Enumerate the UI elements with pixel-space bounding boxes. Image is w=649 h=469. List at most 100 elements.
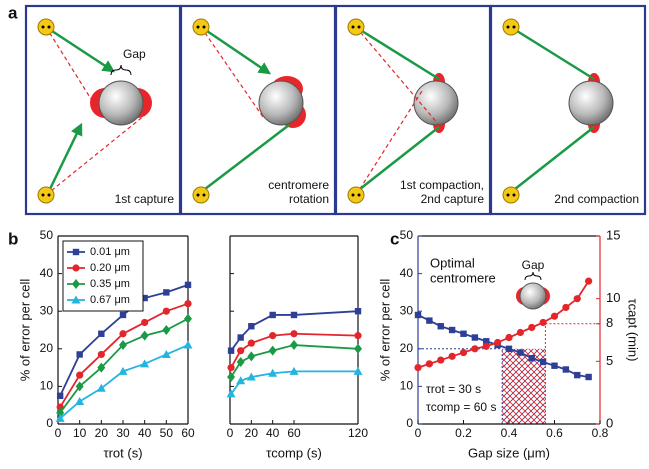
marker: [471, 334, 479, 341]
marker: [119, 340, 127, 351]
microtubule: [204, 124, 290, 190]
marker: [119, 330, 127, 338]
y2-axis-label: τcapt (min): [626, 299, 641, 362]
marker: [163, 289, 170, 296]
y-tick-label: 50: [400, 228, 414, 242]
marker: [448, 326, 456, 334]
y-tick-label: 20: [40, 341, 54, 355]
marker: [268, 368, 278, 377]
series-line: [417, 314, 589, 378]
gap-brace: [524, 271, 542, 281]
marker: [585, 277, 593, 285]
marker: [237, 347, 245, 355]
x-tick-label: 0.8: [592, 426, 609, 440]
y2-tick-label: 0: [606, 415, 613, 430]
dashed-line: [45, 114, 146, 196]
icon-eye: [351, 193, 355, 197]
y-axis-label: % of error per cell: [17, 279, 32, 382]
marker: [226, 389, 236, 398]
box-caption: 2nd capture: [421, 192, 485, 206]
marker: [448, 352, 456, 360]
icon-eye: [41, 25, 45, 29]
x-tick-label: 0.4: [501, 426, 518, 440]
y-tick-label: 30: [400, 303, 414, 317]
dashed-line: [200, 26, 264, 118]
y2-tick-label: 5: [606, 353, 613, 368]
centromere-sphere: [519, 282, 547, 310]
marker: [247, 339, 255, 347]
icon-eye: [357, 25, 361, 29]
marker: [227, 364, 235, 372]
marker: [236, 356, 245, 367]
centromere-sphere: [568, 80, 614, 126]
marker: [162, 307, 170, 315]
marker: [550, 312, 559, 320]
y-tick-label: 0: [46, 416, 53, 430]
icon-eye: [506, 25, 510, 29]
marker: [269, 311, 276, 319]
x-tick-label: 0.2: [455, 426, 472, 440]
gap-brace: [110, 64, 132, 76]
x-tick-label: 50: [160, 426, 174, 440]
dashed-line: [45, 26, 102, 116]
marker: [437, 323, 444, 330]
y-tick-label: 10: [400, 379, 414, 393]
marker: [585, 373, 592, 381]
hatched-region: [502, 348, 546, 424]
icon-eye: [47, 25, 51, 29]
box-caption: 1st capture: [115, 192, 175, 206]
x-tick-label: 60: [181, 426, 195, 440]
marker: [141, 318, 149, 327]
legend-marker: [71, 295, 81, 304]
marker: [482, 342, 490, 350]
kinetochore-icon: [347, 186, 365, 204]
marker: [414, 311, 422, 319]
annotation: τrot = 30 s: [426, 382, 481, 396]
marker: [75, 381, 84, 392]
marker: [460, 330, 467, 337]
marker: [227, 347, 235, 354]
marker: [119, 311, 127, 319]
x-tick-label: 20: [95, 426, 109, 440]
marker: [290, 311, 298, 319]
marker: [140, 359, 150, 368]
series-line: [230, 332, 359, 369]
marker: [562, 366, 570, 373]
box-caption: 2nd compaction: [554, 192, 639, 206]
marker: [289, 366, 299, 375]
icon-eye: [202, 193, 206, 197]
microtubule-arrow: [48, 122, 83, 190]
marker: [354, 332, 362, 340]
x-tick-label: 0: [227, 426, 234, 440]
microtubule-arrow: [206, 29, 272, 75]
kinetochore-icon: [192, 18, 210, 36]
marker: [354, 308, 362, 315]
marker: [97, 350, 105, 359]
kinetochore-icon: [192, 186, 210, 204]
gap-label: Gap: [123, 47, 146, 61]
x-tick-label: 10: [73, 426, 87, 440]
marker: [268, 345, 277, 356]
legend-marker: [72, 279, 80, 289]
x-axis-label: Gap size (μm): [468, 445, 550, 460]
marker: [494, 338, 502, 347]
legend-marker: [72, 248, 80, 256]
panel-box: [489, 4, 647, 216]
y2-tick-label: 8: [606, 315, 613, 330]
marker: [290, 330, 298, 338]
x-tick-label: 0: [415, 426, 422, 440]
x-tick-label: 60: [287, 426, 301, 440]
marker: [184, 281, 192, 289]
marker: [246, 372, 256, 381]
microtubule: [361, 29, 440, 81]
marker: [76, 351, 83, 358]
marker: [574, 371, 581, 379]
marker: [505, 333, 513, 342]
marker: [140, 330, 149, 341]
marker: [96, 383, 106, 392]
marker: [161, 349, 171, 358]
marker: [227, 372, 236, 382]
marker: [236, 376, 246, 385]
marker: [76, 371, 84, 379]
marker: [56, 392, 64, 399]
